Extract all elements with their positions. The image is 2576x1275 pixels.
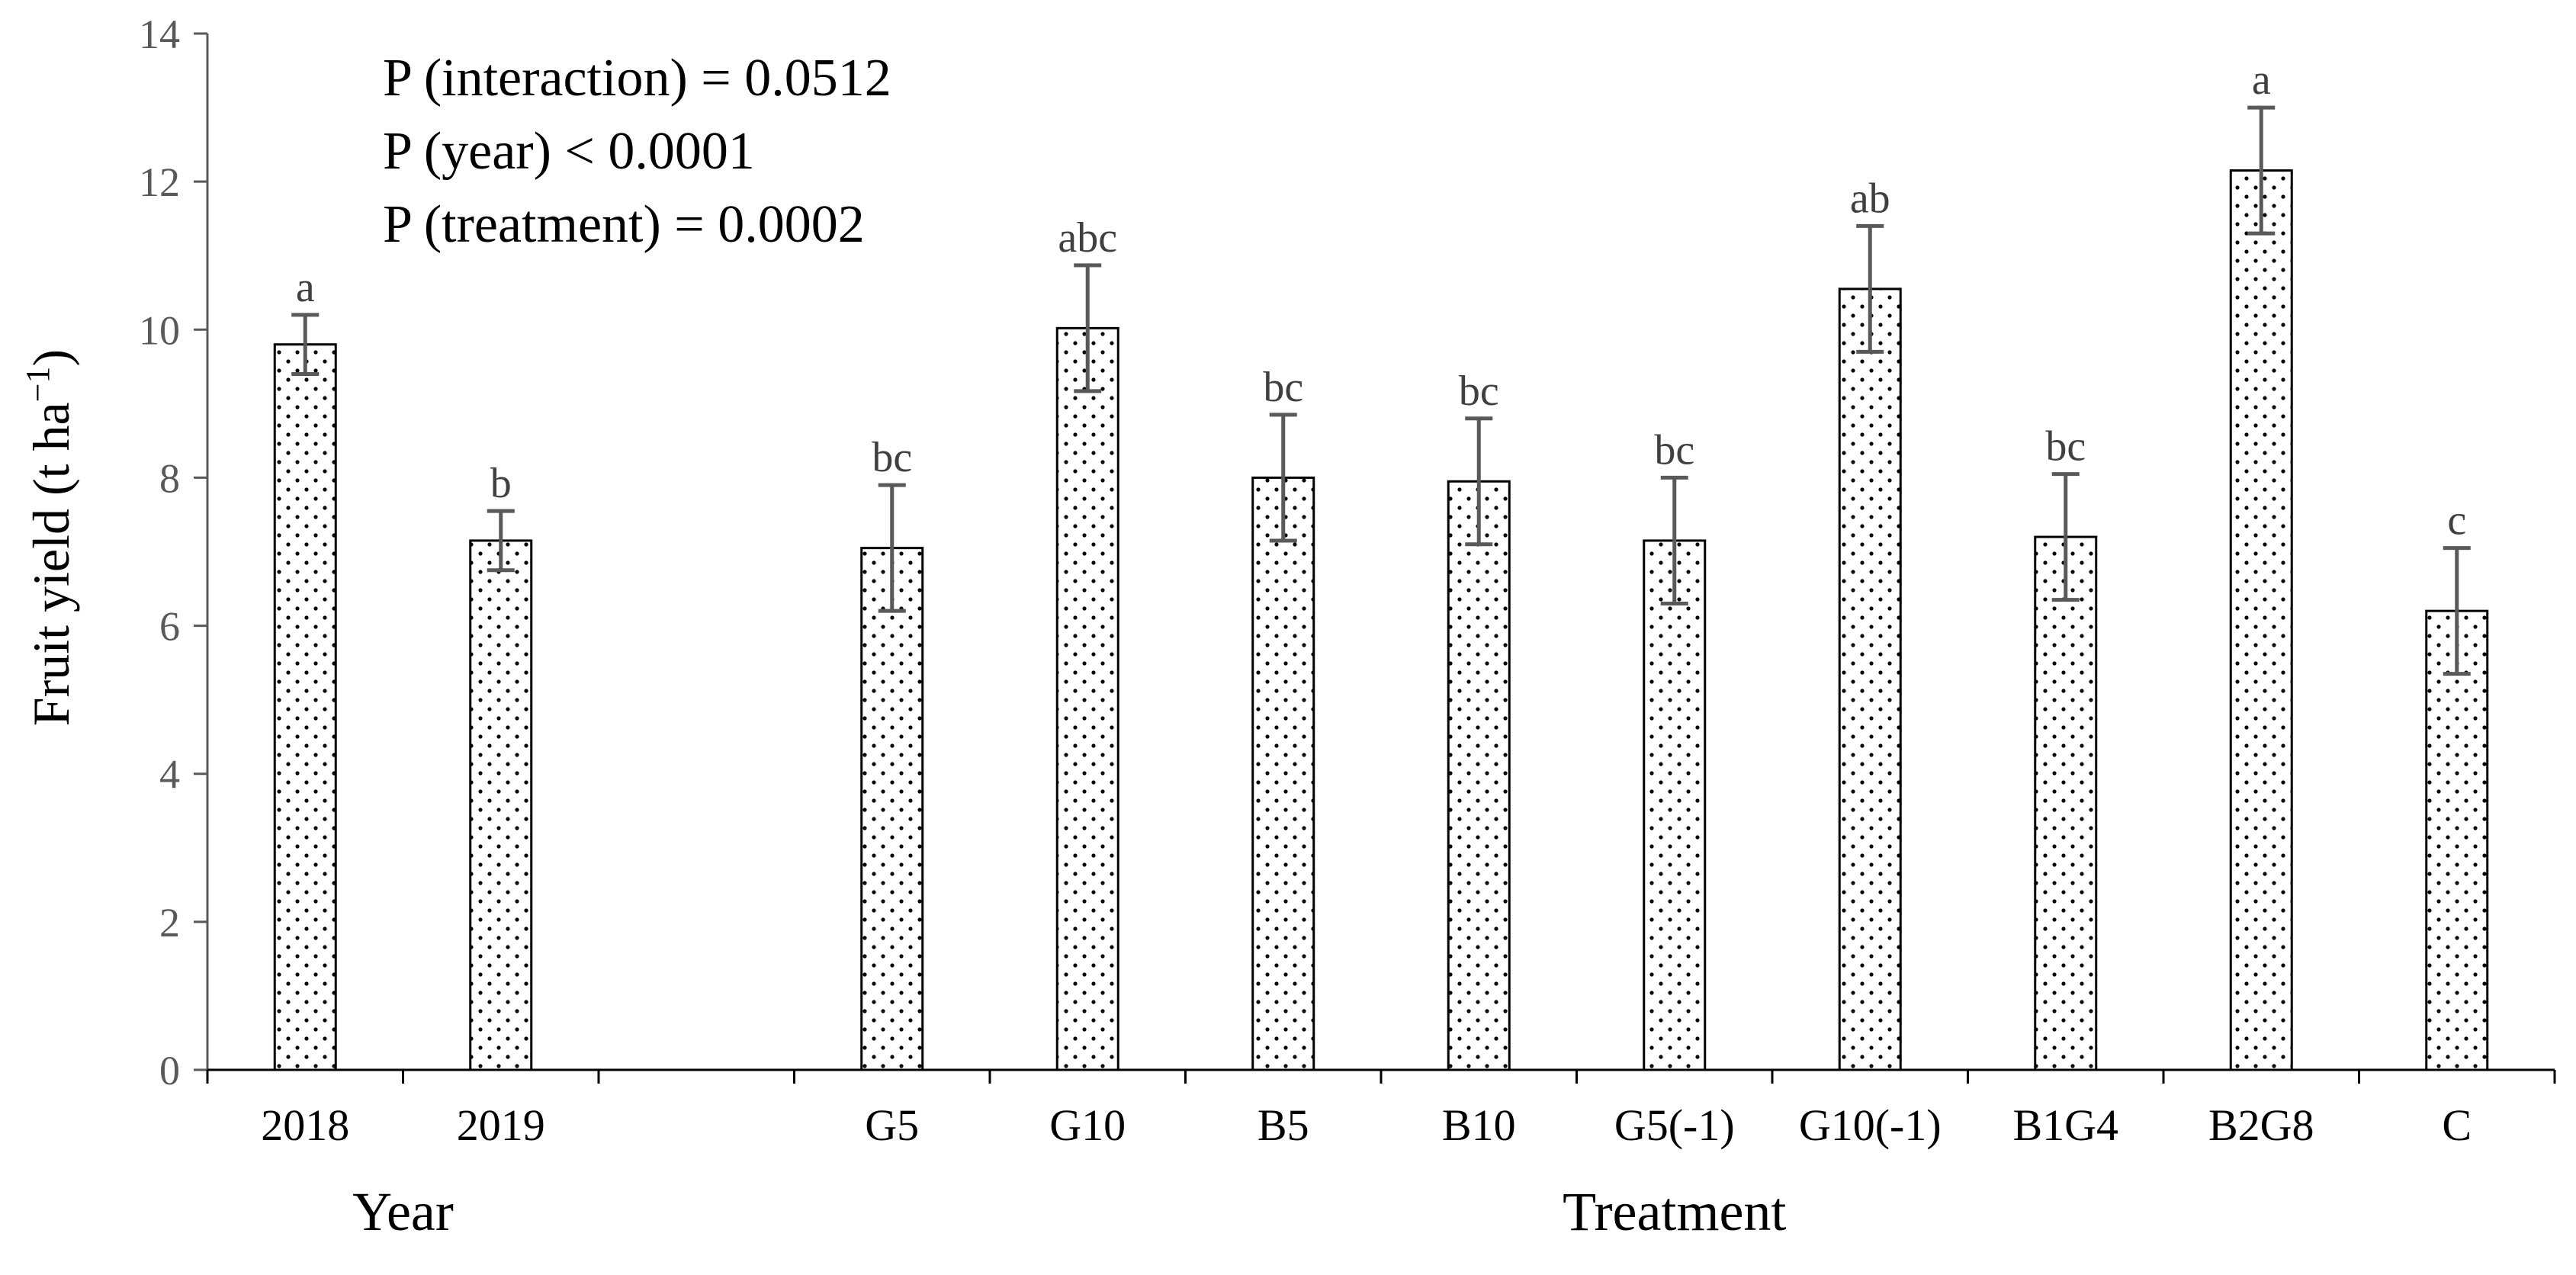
significance-letter: a <box>2252 56 2271 104</box>
bar <box>2229 169 2293 1071</box>
significance-letter: bc <box>1459 368 1499 415</box>
y-tick-label: 4 <box>159 752 180 798</box>
bar <box>1055 326 1119 1071</box>
group-label: Year <box>352 1181 454 1242</box>
bar <box>860 547 924 1071</box>
x-tick-label: B1G4 <box>2012 1100 2118 1150</box>
y-tick-label: 10 <box>139 307 180 353</box>
x-tick-label: 2018 <box>261 1100 349 1150</box>
significance-letter: c <box>2447 497 2466 544</box>
significance-letter: bc <box>2045 423 2086 470</box>
bar <box>1251 476 1315 1071</box>
bar <box>1643 539 1707 1071</box>
x-tick-label: G10 <box>1049 1100 1126 1150</box>
x-tick-label: G5(-1) <box>1614 1100 1735 1150</box>
bar <box>2034 535 2098 1071</box>
bar <box>1447 480 1511 1071</box>
y-tick-label: 0 <box>159 1048 180 1094</box>
stat-annotation: P (interaction) = 0.0512 <box>383 49 891 108</box>
stat-annotation: P (year) < 0.0001 <box>383 122 755 181</box>
x-tick-label: B5 <box>1257 1100 1309 1150</box>
bar <box>2425 609 2489 1071</box>
x-tick-label: G5 <box>865 1100 919 1150</box>
y-tick-label: 6 <box>159 604 180 650</box>
significance-letter: bc <box>1263 364 1303 411</box>
group-label: Treatment <box>1563 1181 1786 1242</box>
bar <box>1838 287 1902 1071</box>
bar <box>273 343 337 1071</box>
significance-letter: bc <box>872 434 912 481</box>
x-tick-label: G10(-1) <box>1799 1100 1942 1150</box>
significance-letter: bc <box>1654 426 1694 474</box>
y-tick-label: 8 <box>159 455 180 501</box>
y-tick-label: 12 <box>139 159 180 205</box>
stat-annotation: P (treatment) = 0.0002 <box>383 195 865 254</box>
significance-letter: ab <box>1850 175 1890 222</box>
bar <box>469 539 533 1071</box>
x-tick-label: B2G8 <box>2208 1100 2314 1150</box>
significance-letter: b <box>490 460 512 507</box>
x-tick-label: B10 <box>1442 1100 1516 1150</box>
y-axis-label: Fruit yield (t ha−1) <box>19 349 80 726</box>
x-tick-label: C <box>2442 1100 2472 1150</box>
x-tick-label: 2019 <box>457 1100 545 1150</box>
y-tick-label: 2 <box>159 900 180 946</box>
significance-letter: abc <box>1058 214 1117 262</box>
y-tick-label: 14 <box>139 11 180 57</box>
significance-letter: a <box>296 264 315 311</box>
